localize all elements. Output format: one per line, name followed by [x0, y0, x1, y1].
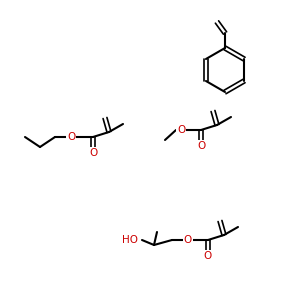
Text: O: O: [197, 141, 205, 151]
Text: O: O: [67, 132, 75, 142]
Text: HO: HO: [122, 235, 138, 245]
Text: O: O: [184, 235, 192, 245]
Text: O: O: [204, 251, 212, 261]
Text: O: O: [177, 125, 185, 135]
Text: O: O: [89, 148, 97, 158]
